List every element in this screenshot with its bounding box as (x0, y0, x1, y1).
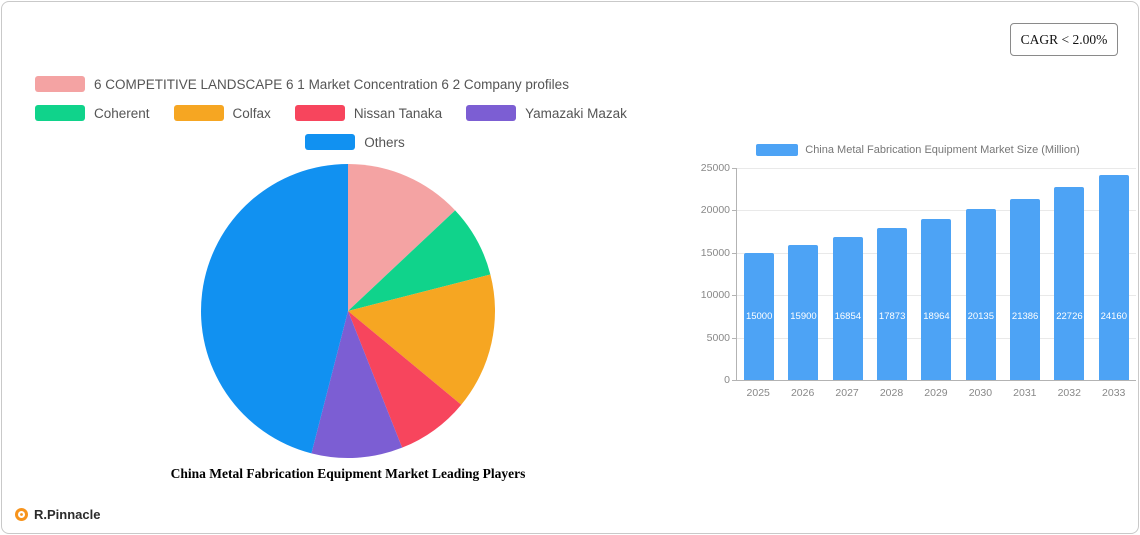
legend-swatch (35, 105, 85, 121)
x-tick-label: 2030 (968, 387, 993, 399)
bar-column: 21386 (1003, 168, 1047, 380)
gridline (737, 210, 1136, 212)
bar-plot: 15000 15900 16854 17873 18964 20135 21386 22726… (732, 168, 1136, 381)
bar-column: 24160 (1092, 168, 1136, 380)
bar-x-labels: 2025 2026 2027 2028 2029 2030 2031 2032 2033 (736, 387, 1136, 399)
gridline (737, 168, 1136, 169)
legend-swatch (305, 134, 356, 150)
pie-slice[interactable] (348, 311, 462, 448)
legend-item[interactable]: Nissan Tanaka (294, 105, 443, 121)
y-tick-mark (732, 337, 737, 339)
legend-label: Others (364, 134, 405, 150)
bar[interactable]: 20135 (965, 209, 996, 380)
x-tick-label: 2032 (1057, 387, 1081, 399)
y-tick-label: 0 (724, 374, 730, 386)
x-tick-label: 2027 (835, 387, 859, 399)
legend-row: Others (35, 134, 675, 150)
legend-item[interactable]: Colfax (173, 105, 271, 121)
bar[interactable]: 15900 (788, 245, 819, 380)
y-tick-mark (732, 380, 737, 381)
legend-item[interactable]: Yamazaki Mazak (466, 105, 627, 121)
y-tick-label: 15000 (700, 246, 730, 259)
legend-label: Colfax (232, 105, 271, 121)
cagr-badge: CAGR < 2.00% (1010, 23, 1118, 56)
x-tick-label: 2029 (924, 387, 948, 399)
bar-column: 15900 (781, 168, 825, 380)
cagr-badge-text: CAGR < 2.00% (1020, 31, 1108, 47)
bar-value-label: 22726 (1056, 311, 1083, 322)
bar[interactable]: 17873 (877, 228, 908, 380)
legend-item[interactable]: Others (305, 134, 405, 150)
bar-column: 18964 (914, 168, 958, 380)
bar-value-label: 18964 (923, 311, 950, 322)
bars: 15000 15900 16854 17873 18964 20135 21386 22726… (737, 168, 1136, 380)
legend-swatch (35, 76, 85, 92)
y-tick-label: 10000 (700, 289, 730, 302)
bar-value-label: 24160 (1100, 311, 1127, 322)
bar-value-label: 16854 (834, 311, 862, 322)
legend-item[interactable]: 6 COMPETITIVE LANDSCAPE 6 1 Market Conce… (35, 76, 569, 92)
bar-column: 22726 (1047, 168, 1091, 380)
legend-label: 6 COMPETITIVE LANDSCAPE 6 1 Market Conce… (94, 76, 569, 92)
bar-legend-swatch (756, 144, 799, 156)
brand-logo: R.Pinnacle (14, 507, 100, 522)
y-tick-label: 25000 (700, 162, 730, 174)
bar[interactable]: 22726 (1054, 187, 1085, 380)
x-tick-label: 2026 (790, 387, 815, 399)
legend-label: Nissan Tanaka (353, 105, 443, 121)
bar-legend[interactable]: China Metal Fabrication Equipment Market… (700, 144, 1136, 156)
bar-value-label: 17873 (878, 311, 906, 322)
bar-chart: 0 5000 10000 15000 20000 25000 15000 15900 1685… (700, 162, 1136, 399)
y-tick-mark (732, 168, 737, 169)
bar-y-axis: 0 5000 10000 15000 20000 25000 (700, 162, 732, 386)
pie-slice[interactable] (348, 274, 495, 405)
legend-swatch (466, 105, 517, 121)
brand-icon (15, 508, 28, 521)
bar-chart-section: China Metal Fabrication Equipment Market… (700, 144, 1136, 399)
x-tick-label: 2033 (1102, 387, 1126, 399)
pie-chart-title: China Metal Fabrication Equipment Market… (170, 466, 526, 481)
bar-column: 15000 (737, 168, 781, 380)
bar[interactable]: 21386 (1010, 198, 1041, 380)
legend-label: Yamazaki Mazak (525, 105, 627, 121)
pie-legend: 6 COMPETITIVE LANDSCAPE 6 1 Market Conce… (35, 76, 675, 150)
y-tick-mark (732, 210, 737, 212)
bar-column: 16854 (826, 168, 870, 380)
pie-slice[interactable] (348, 210, 491, 311)
brand-name: R.Pinnacle (34, 507, 101, 522)
x-tick-label: 2025 (746, 387, 770, 399)
legend-row: 6 COMPETITIVE LANDSCAPE 6 1 Market Conce… (35, 76, 675, 92)
bar-value-label: 21386 (1011, 311, 1039, 322)
legend-label: Coherent (94, 105, 150, 121)
bar-value-label: 15000 (745, 311, 773, 322)
y-tick-mark (732, 295, 737, 297)
bar[interactable]: 24160 (1098, 175, 1129, 380)
y-tick-label: 20000 (700, 204, 730, 217)
pie-slice[interactable] (201, 164, 348, 454)
y-tick-mark (732, 252, 737, 254)
pie-chart (201, 164, 495, 458)
bar[interactable]: 15000 (744, 252, 775, 380)
legend-swatch (294, 105, 345, 121)
x-tick-label: 2031 (1013, 387, 1037, 399)
pie-slice[interactable] (311, 311, 403, 458)
legend-swatch (173, 105, 224, 121)
bar[interactable]: 18964 (921, 219, 952, 380)
legend-item[interactable]: Coherent (35, 105, 150, 121)
bar-legend-label: China Metal Fabrication Equipment Market… (805, 144, 1080, 156)
bar-column: 20135 (959, 168, 1003, 380)
y-tick-label: 5000 (706, 331, 730, 344)
legend-row: Coherent Colfax Nissan Tanaka Yamazaki Maza… (35, 105, 675, 121)
bar-column: 17873 (870, 168, 914, 380)
bar-value-label: 20135 (967, 311, 995, 322)
bar-value-label: 15900 (790, 311, 817, 322)
x-tick-label: 2028 (879, 387, 904, 399)
bar[interactable]: 16854 (832, 237, 863, 380)
pie-slice[interactable] (348, 164, 456, 311)
